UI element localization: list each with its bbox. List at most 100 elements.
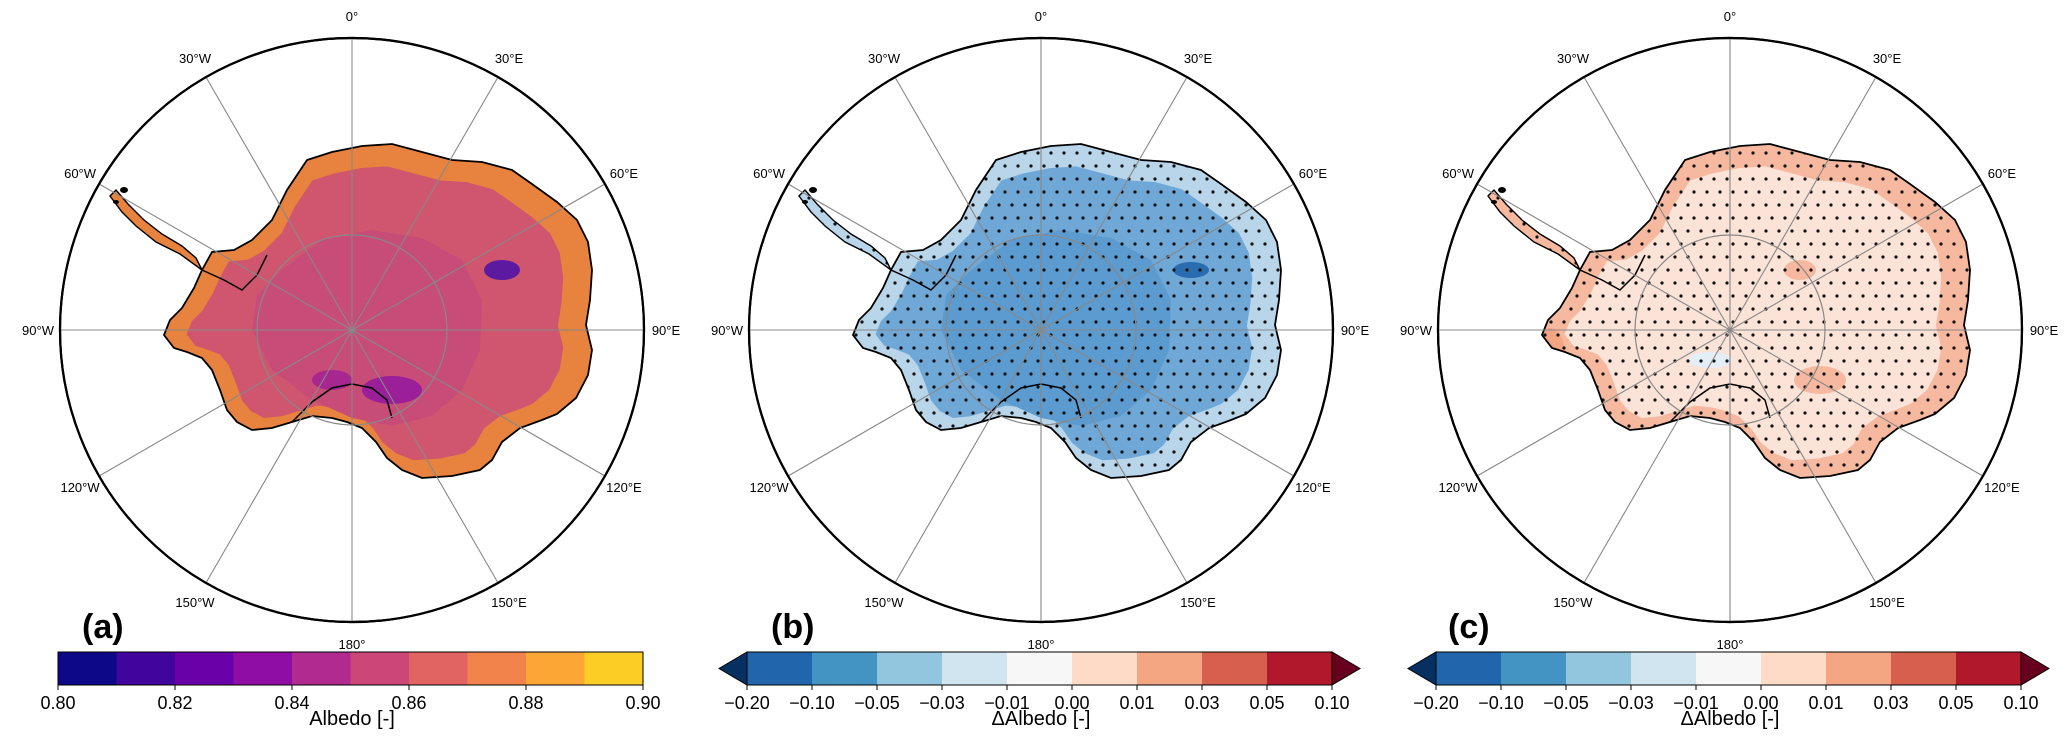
stipple-dot — [1055, 398, 1059, 402]
stipple-dot — [1764, 203, 1768, 207]
stipple-dot — [1835, 398, 1839, 402]
stipple-dot — [1257, 385, 1261, 389]
stipple-dot — [1959, 307, 1963, 311]
stipple-dot — [1185, 346, 1189, 350]
stipple-dot — [1016, 164, 1020, 168]
stipple-dot — [1751, 255, 1755, 259]
stipple-dot — [1627, 346, 1631, 350]
stipple-dot — [1250, 294, 1254, 298]
stipple-dot — [1705, 242, 1709, 246]
stipple-dot — [1023, 359, 1027, 363]
stipple-dot — [1016, 320, 1020, 324]
stipple-dot — [1062, 307, 1066, 311]
stipple-dot — [1764, 359, 1768, 363]
stipple-dot — [1114, 359, 1118, 363]
stipple-dot — [1718, 268, 1722, 272]
stipple-dot — [1114, 203, 1118, 207]
stipple-dot — [1179, 437, 1183, 441]
stipple-dot — [951, 424, 955, 428]
stipple-dot — [1868, 385, 1872, 389]
longitude-label: 120°E — [1984, 480, 2020, 495]
stipple-dot — [1900, 320, 1904, 324]
low-albedo-patch — [312, 370, 352, 390]
stipple-dot — [1731, 190, 1735, 194]
stipple-dot — [802, 151, 805, 154]
stipple-dot — [1718, 320, 1722, 324]
stipple-dot — [1062, 229, 1066, 233]
stipple-dot — [1660, 203, 1664, 207]
colorbar-segment — [584, 652, 644, 685]
stipple-dot — [938, 398, 942, 402]
high-plateau-region — [252, 230, 482, 426]
stipple-dot — [795, 138, 798, 141]
longitude-label: 120°W — [749, 480, 789, 495]
stipple-dot — [1107, 268, 1111, 272]
stipple-dot — [1081, 190, 1085, 194]
meridian-line — [1583, 329, 1731, 584]
stipple-dot — [1068, 398, 1072, 402]
stipple-dot — [1673, 385, 1677, 389]
stipple-dot — [1133, 372, 1137, 376]
stipple-dot — [1588, 268, 1592, 272]
stipple-dot — [1218, 229, 1222, 233]
stipple-dot — [1764, 281, 1768, 285]
stipple-dot — [1127, 255, 1131, 259]
stipple-dot — [945, 385, 949, 389]
stipple-dot — [1224, 190, 1228, 194]
stipple-dot — [1835, 190, 1839, 194]
stipple-dot — [833, 222, 837, 226]
colorbar-segment — [812, 652, 878, 685]
colorbar: −0.20 −0.10 −0.05 −0.03 −0.01 0.00 0.01 0.03 0.0… — [1407, 651, 2050, 713]
stipple-dot — [1842, 359, 1846, 363]
colorbar-segment — [292, 652, 351, 685]
stipple-dot — [1959, 333, 1963, 337]
stipple-dot — [1166, 463, 1170, 467]
stipple-dot — [1595, 255, 1599, 259]
island — [1491, 200, 1497, 204]
stipple-dot — [1751, 411, 1755, 415]
stipple-dot — [1166, 177, 1170, 181]
stipple-dot — [1140, 437, 1144, 441]
stipple-dot — [938, 242, 942, 246]
stipple-dot — [1088, 255, 1092, 259]
colorbar-tick-label: 0.03 — [1184, 693, 1219, 713]
stipple-dot — [1855, 333, 1859, 337]
stipple-dot — [1939, 294, 1943, 298]
stipple-dot — [1224, 372, 1228, 376]
stipple-dot — [1263, 294, 1267, 298]
stipple-dot — [1835, 320, 1839, 324]
stipple-dot — [1842, 229, 1846, 233]
stipple-dot — [1634, 385, 1638, 389]
stipple-dot — [1835, 346, 1839, 350]
stipple-dot — [1692, 320, 1696, 324]
stipple-dot — [1016, 294, 1020, 298]
stipple-dot — [1647, 411, 1651, 415]
stipple-dot — [1133, 294, 1137, 298]
longitude-label: 90°W — [1400, 323, 1433, 338]
stipple-dot — [1042, 164, 1046, 168]
stipple-dot — [1757, 242, 1761, 246]
stipple-dot — [1224, 268, 1228, 272]
peninsula-coastline — [1487, 188, 1581, 271]
stipple-dot — [1874, 424, 1878, 428]
stipple-dot — [1159, 450, 1163, 454]
stipple-dot — [1933, 281, 1937, 285]
stipple-dot — [1023, 255, 1027, 259]
stipple-dot — [1790, 385, 1794, 389]
stipple-dot — [1965, 138, 1968, 141]
stipple-dot — [984, 281, 988, 285]
colorbar-segment — [747, 652, 813, 685]
stipple-dot — [1101, 385, 1105, 389]
stipple-dot — [1907, 229, 1911, 233]
stipple-dot — [1757, 216, 1761, 220]
stipple-dot — [1783, 320, 1787, 324]
stipple-dot — [1198, 372, 1202, 376]
stipple-dot — [1224, 346, 1228, 350]
stipple-dot — [1686, 385, 1690, 389]
stipple-dot — [1777, 359, 1781, 363]
stipple-dot — [1120, 320, 1124, 324]
stipple-dot — [951, 372, 955, 376]
stipple-dot — [1881, 255, 1885, 259]
panel-letter: (b) — [771, 608, 815, 646]
stipple-dot — [1042, 398, 1046, 402]
